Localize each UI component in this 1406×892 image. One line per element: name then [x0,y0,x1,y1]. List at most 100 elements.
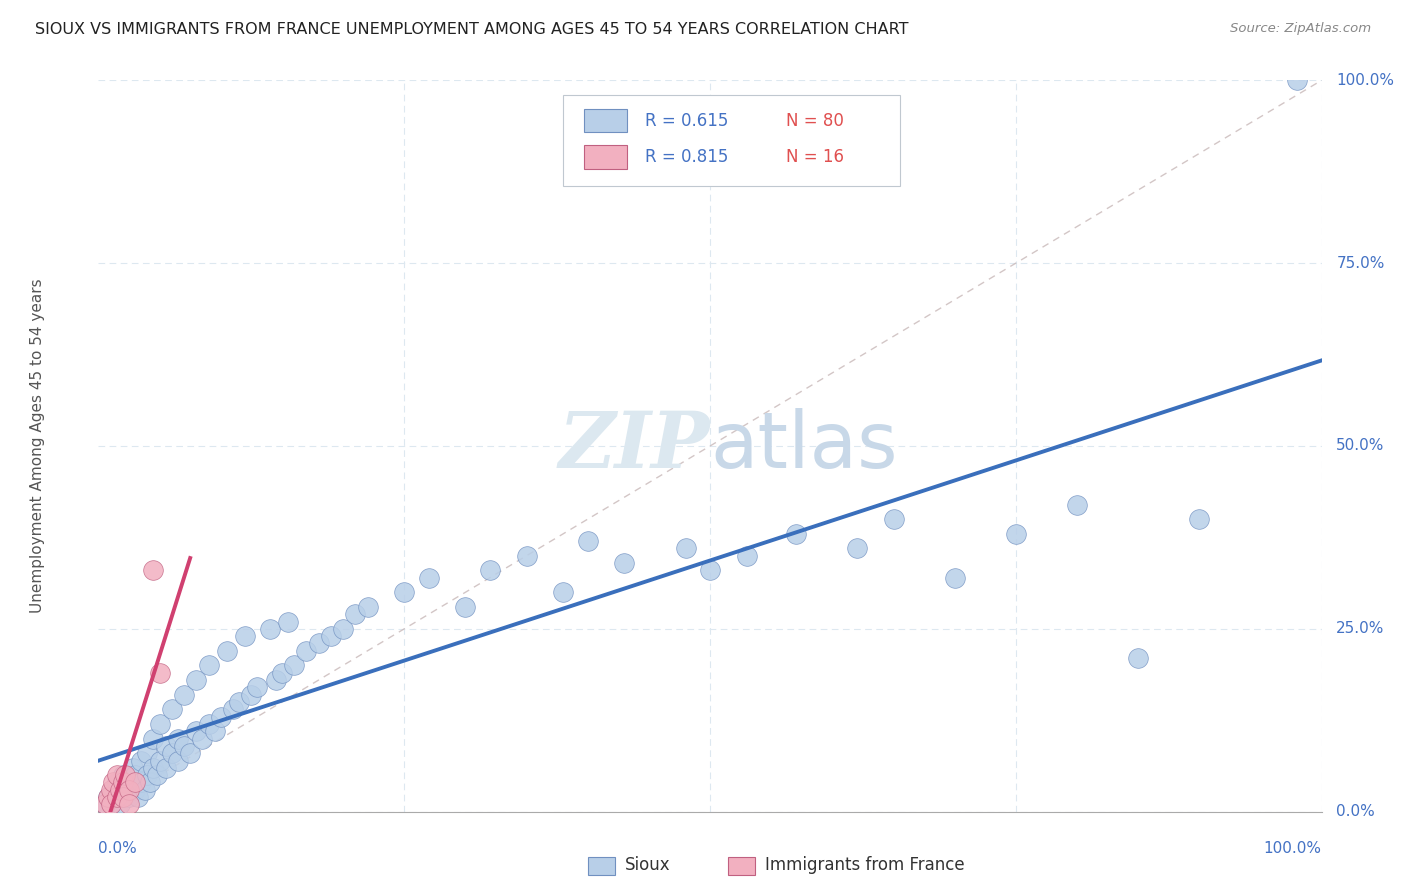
Point [204,724,226,739]
Text: 0.0%: 0.0% [1336,805,1375,819]
Point [155,761,177,775]
Bar [728,857,755,875]
Point [1286,73,1309,87]
Point [127,790,149,805]
Point [118,775,141,789]
Text: Immigrants from France: Immigrants from France [765,856,965,874]
Text: Sioux: Sioux [624,856,671,874]
Point [118,790,141,805]
Point [295,644,318,658]
Text: 75.0%: 75.0% [1336,256,1385,270]
Point [1066,498,1088,512]
Point [129,754,152,768]
Point [699,563,721,577]
Point [215,644,238,658]
Point [129,775,152,789]
Point [785,526,807,541]
Point [101,782,124,797]
Bar [588,857,614,875]
Point [155,739,177,753]
Point [319,629,342,643]
Point [142,761,165,775]
Text: R = 0.815: R = 0.815 [645,148,728,166]
Point [173,739,195,753]
Text: Unemployment Among Ages 45 to 54 years: Unemployment Among Ages 45 to 54 years [30,278,45,614]
Point [105,790,128,805]
Text: 0.0%: 0.0% [98,841,138,856]
Point [186,673,208,687]
Point [167,754,190,768]
Point [515,549,537,563]
Point [418,571,440,585]
Point [344,607,367,622]
Text: atlas: atlas [710,408,897,484]
Point [118,782,141,797]
Point [191,731,214,746]
Point [576,534,599,549]
Point [454,599,477,614]
Point [105,790,128,805]
Point [118,797,141,812]
Point [111,790,134,805]
Point [121,761,143,775]
Point [735,549,758,563]
Point [124,775,146,789]
Point [101,775,124,789]
Point [97,790,120,805]
Point [209,709,232,723]
Point [142,563,165,577]
Text: SIOUX VS IMMIGRANTS FROM FRANCE UNEMPLOYMENT AMONG AGES 45 TO 54 YEARS CORRELATI: SIOUX VS IMMIGRANTS FROM FRANCE UNEMPLOY… [35,22,908,37]
Point [160,702,183,716]
Point [93,797,115,812]
Point [100,797,122,812]
Text: N = 80: N = 80 [786,112,844,129]
Point [478,563,501,577]
Text: 50.0%: 50.0% [1336,439,1385,453]
Text: Source: ZipAtlas.com: Source: ZipAtlas.com [1230,22,1371,36]
Point [134,782,156,797]
Point [246,681,269,695]
Point [179,746,201,760]
Point [675,541,697,556]
Point [111,790,134,805]
Point [222,702,245,716]
Point [100,782,122,797]
Point [111,775,134,789]
Bar [583,109,627,132]
Point [233,629,256,643]
Point [105,768,128,782]
Point [270,665,294,680]
Text: N = 16: N = 16 [786,148,844,166]
Point [167,731,190,746]
Point [173,688,195,702]
Point [197,658,219,673]
Point [943,571,966,585]
Point [136,746,159,760]
Point [264,673,287,687]
Point [146,768,169,782]
Point [186,724,208,739]
Point [259,622,281,636]
Point [114,782,136,797]
Point [308,636,330,650]
Point [553,585,575,599]
Point [110,782,132,797]
Text: 100.0%: 100.0% [1336,73,1395,87]
Point [197,717,219,731]
Bar [583,145,627,169]
Point [124,768,146,782]
Point [139,775,162,789]
Point [97,790,120,805]
Point [160,746,183,760]
Point [136,768,159,782]
Point [142,731,165,746]
Point [240,688,263,702]
Point [114,768,136,782]
Text: R = 0.615: R = 0.615 [645,112,728,129]
Point [110,797,132,812]
Text: 100.0%: 100.0% [1264,841,1322,856]
Point [1004,526,1026,541]
Point [332,622,354,636]
Point [149,665,172,680]
Point [228,695,250,709]
